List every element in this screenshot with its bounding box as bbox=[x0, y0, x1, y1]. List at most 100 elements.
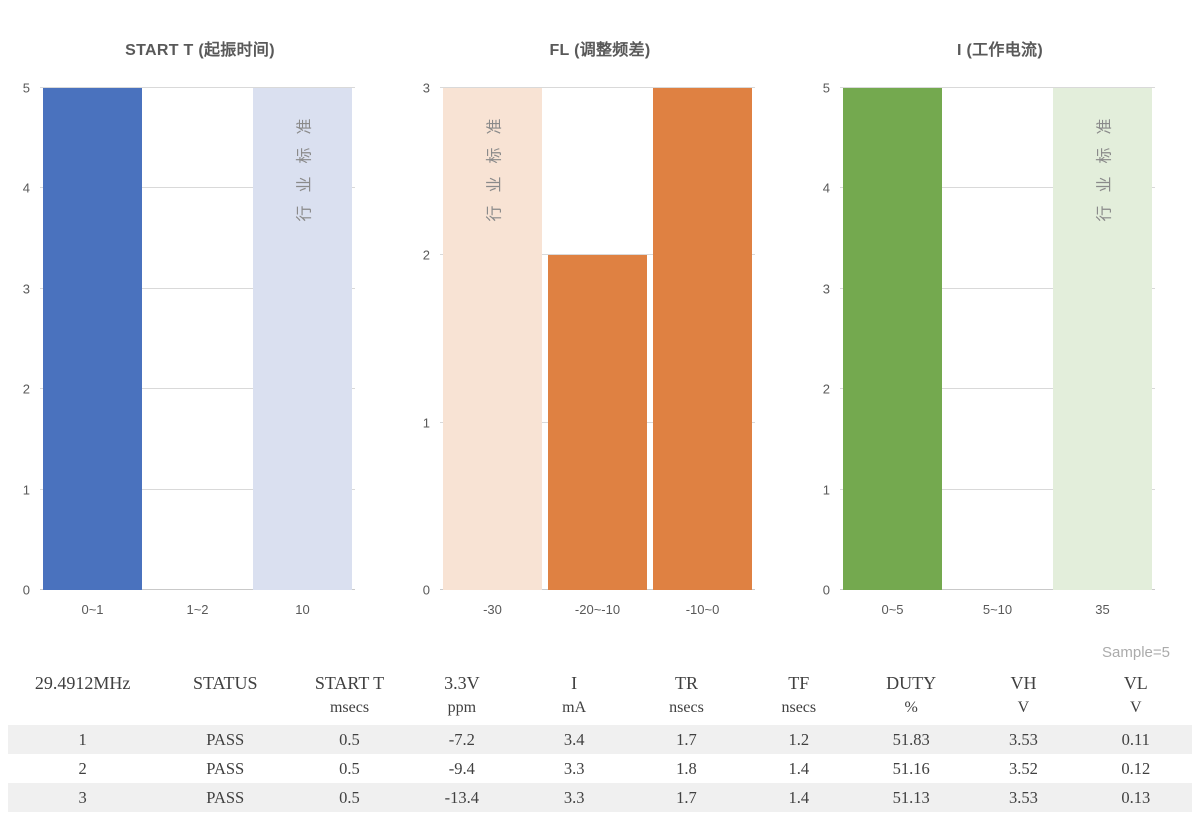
column-label: TF bbox=[788, 673, 810, 693]
column-label: TR bbox=[674, 673, 698, 693]
chart-1-slot-0~1 bbox=[40, 88, 145, 590]
column-header-DUTY: DUTY% bbox=[855, 666, 967, 725]
chart-3: I (工作电流) 0 1 2 3 4 5 行业标准 0~5 5~10 35 bbox=[800, 0, 1200, 642]
cell-STATUS: PASS bbox=[206, 730, 245, 749]
column-unit: msecs bbox=[329, 699, 370, 716]
cell-START T: 0.5 bbox=[339, 730, 360, 749]
chart-3-bar-0~5 bbox=[842, 88, 943, 590]
chart-1-standard-label: 行业标准 bbox=[296, 104, 314, 222]
chart-1-title: START T (起振时间) bbox=[125, 42, 275, 59]
chart-2-bar--20~-10 bbox=[547, 255, 648, 590]
chart-3-xaxis-labels: 0~5 5~10 35 bbox=[840, 602, 1155, 617]
cell-VH: 3.53 bbox=[1009, 788, 1038, 807]
charts-row: START T (起振时间) 0 1 2 3 4 5 行业标准 0~1 1~2 10 FL (调整频差… bbox=[22, 0, 1200, 642]
chart-3-gridline-y4 bbox=[840, 187, 1155, 189]
column-header-START T: START T msecs bbox=[293, 666, 405, 725]
column-header-VL: VL V bbox=[1080, 666, 1192, 725]
chart-3-standard-label: 行业标准 bbox=[1096, 104, 1114, 222]
chart-1-xlabel-0~1: 0~1 bbox=[81, 602, 104, 617]
cell-START T: 0.5 bbox=[339, 788, 360, 807]
chart-2-slot--30: 行业标准 bbox=[440, 88, 545, 590]
cell-TR: 1.7 bbox=[676, 730, 697, 749]
chart-3-gridline-y1 bbox=[840, 488, 1155, 490]
chart-3-slot-35: 行业标准 bbox=[1050, 88, 1155, 590]
chart-1-slot-1~2 bbox=[145, 88, 250, 590]
chart-1-gridline-y4 bbox=[40, 187, 355, 189]
cell-START T: 0.5 bbox=[339, 759, 360, 778]
chart-2-xlabel--30: -30 bbox=[483, 602, 502, 617]
column-label: DUTY bbox=[886, 673, 937, 693]
chart-3-gridline-y3 bbox=[840, 287, 1155, 289]
column-label: START T bbox=[314, 673, 385, 693]
chart-2-ytick-3: 3 bbox=[422, 80, 430, 96]
column-unit: ppm bbox=[447, 699, 477, 716]
sample-count-label: Sample=5 bbox=[1102, 644, 1170, 661]
column-header-TR: TR nsecs bbox=[630, 666, 742, 725]
chart-2-gridline-y3 bbox=[440, 87, 755, 88]
table-row-3: 3 PASS 0.5 -13.4 3.3 1.7 1.4 51.13 3.53 0.13 bbox=[8, 783, 1192, 812]
chart-3-ytick-5: 5 bbox=[822, 80, 830, 96]
cell-TR: 1.7 bbox=[676, 788, 697, 807]
chart-1-bar-10: 行业标准 bbox=[252, 88, 353, 590]
cell-DUTY: 51.16 bbox=[892, 759, 930, 778]
column-header-3.3V: 3.3V ppm bbox=[406, 666, 518, 725]
column-label: STATUS bbox=[192, 673, 258, 693]
column-label: 29.4912MHz bbox=[34, 673, 131, 693]
chart-2-xaxis-labels: -30 -20~-10 -10~0 bbox=[440, 602, 755, 617]
column-label: 3.3V bbox=[444, 673, 480, 693]
cell-I: 3.4 bbox=[563, 730, 585, 749]
cell-I: 3.3 bbox=[563, 788, 585, 807]
chart-3-gridline-y0 bbox=[840, 589, 1155, 590]
cell-TF: 1.4 bbox=[788, 759, 810, 778]
chart-2-xlabel--20~-10: -20~-10 bbox=[574, 602, 621, 617]
column-header-TF: TF nsecs bbox=[743, 666, 855, 725]
chart-2-standard-label: 行业标准 bbox=[486, 104, 504, 222]
column-label: VL bbox=[1123, 673, 1148, 693]
chart-2-ytick-0: 0 bbox=[422, 582, 430, 598]
chart-2-bar--30: 行业标准 bbox=[442, 88, 543, 590]
cell-STATUS: PASS bbox=[206, 759, 245, 778]
chart-1-ytick-5: 5 bbox=[22, 80, 30, 96]
chart-3-ytick-2: 2 bbox=[822, 381, 830, 397]
chart-1-ytick-0: 0 bbox=[22, 582, 30, 598]
cell-DUTY: 51.83 bbox=[892, 730, 930, 749]
chart-2: FL (调整频差) 0 1 2 3 行业标准 -30 -20~-10 -10~0 bbox=[400, 0, 800, 642]
chart-1-gridline-y3 bbox=[40, 287, 355, 289]
chart-3-gridline-y2 bbox=[840, 388, 1155, 390]
column-unit: V bbox=[1017, 699, 1030, 716]
chart-2-slot--20~-10 bbox=[545, 88, 650, 590]
chart-1-xaxis-labels: 0~1 1~2 10 bbox=[40, 602, 355, 617]
cell-29.4912MHz: 3 bbox=[78, 788, 87, 807]
chart-2-ytick-2: 2 bbox=[422, 247, 430, 263]
column-unit bbox=[8, 697, 157, 719]
chart-1-gridline-y1 bbox=[40, 488, 355, 490]
chart-1-gridline-y0 bbox=[40, 589, 355, 590]
chart-2-xlabel--10~0: -10~0 bbox=[685, 602, 720, 617]
table-row-1: 1 PASS 0.5 -7.2 3.4 1.7 1.2 51.83 3.53 0.11 bbox=[8, 725, 1192, 754]
cell-VH: 3.52 bbox=[1009, 759, 1038, 778]
column-unit: nsecs bbox=[781, 699, 817, 716]
chart-2-bar--10~0 bbox=[652, 88, 753, 590]
cell-VL: 0.13 bbox=[1121, 788, 1151, 807]
cell-STATUS: PASS bbox=[206, 788, 245, 807]
table-row-2: 2 PASS 0.5 -9.4 3.3 1.8 1.4 51.16 3.52 0.12 bbox=[8, 754, 1192, 783]
cell-3.3V: -9.4 bbox=[448, 759, 475, 778]
cell-DUTY: 51.13 bbox=[892, 788, 930, 807]
chart-2-standard-label-wrap: 行业标准 bbox=[443, 92, 543, 247]
chart-1-slot-10: 行业标准 bbox=[250, 88, 355, 590]
cell-VL: 0.11 bbox=[1121, 730, 1150, 749]
column-unit: mA bbox=[562, 699, 587, 716]
results-table-body: 1 PASS 0.5 -7.2 3.4 1.7 1.2 51.83 3.53 0.11 2 PASS 0… bbox=[8, 725, 1192, 812]
column-header-VH: VH V bbox=[967, 666, 1079, 725]
column-header-STATUS: STATUS bbox=[157, 666, 293, 725]
chart-3-standard-label-wrap: 行业标准 bbox=[1053, 92, 1153, 247]
chart-1-xlabel-1~2: 1~2 bbox=[186, 602, 209, 617]
cell-VL: 0.12 bbox=[1121, 759, 1151, 778]
chart-2-slot--10~0 bbox=[650, 88, 755, 590]
cell-3.3V: -13.4 bbox=[444, 788, 479, 807]
column-header-29.4912MHz: 29.4912MHz bbox=[8, 666, 157, 725]
